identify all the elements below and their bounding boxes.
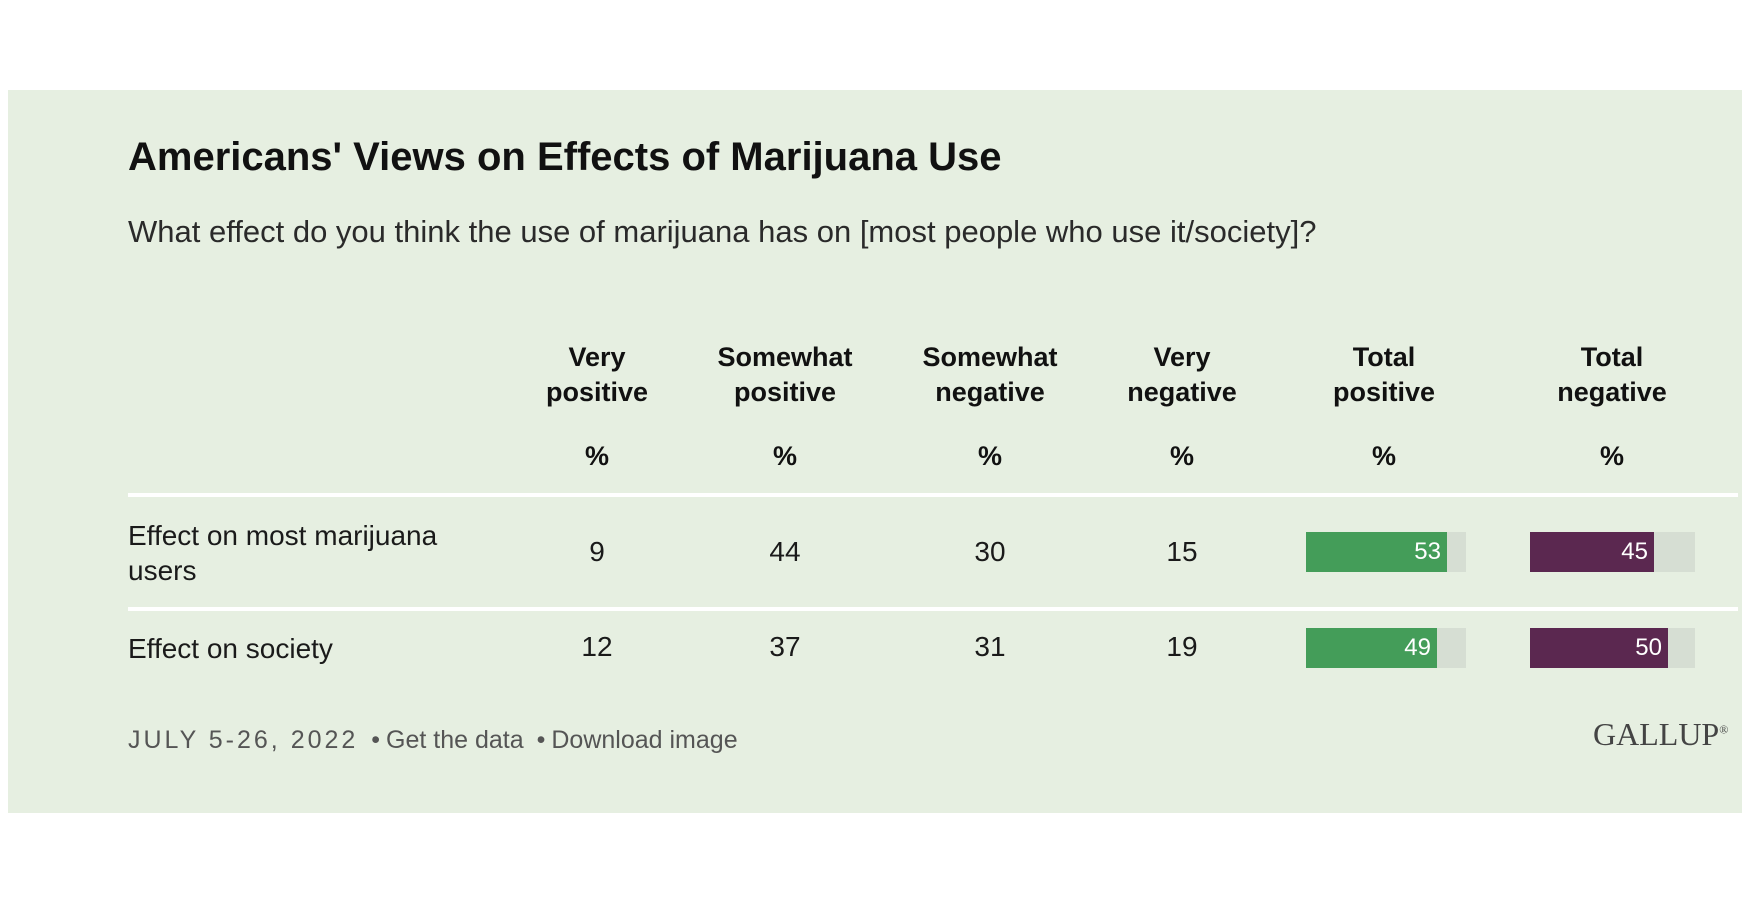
row-label-society: Effect on society [128, 631, 488, 666]
bar-track-total-negative: 45 [1530, 532, 1695, 572]
row-divider [128, 607, 1738, 611]
column-header-line: Somewhat [717, 342, 853, 372]
column-header-somewhat-negative: Somewhat negative [890, 340, 1090, 410]
column-unit: % [1371, 441, 1396, 471]
row-label-line: Effect on most marijuana [128, 520, 438, 551]
row-label-marijuana-users: Effect on most marijuana users [128, 518, 488, 588]
column-header-line: negative [935, 377, 1045, 407]
chart-subtitle: What effect do you think the use of mari… [128, 214, 1317, 249]
column-header-line: Very [1153, 342, 1211, 372]
column-header-line: Total [1352, 342, 1416, 372]
column-unit: % [1169, 441, 1194, 471]
bar-total-negative [1530, 532, 1654, 572]
column-unit: % [584, 441, 609, 471]
survey-date: JULY 5-26, 2022 [128, 726, 359, 754]
column-header-very-negative: Very negative [1082, 340, 1282, 410]
chart-footer: JULY 5-26, 2022 • Get the data • Download … [128, 726, 738, 755]
bar-track-total-positive: 49 [1306, 628, 1466, 668]
bar-total-positive [1306, 532, 1447, 572]
separator-dot: • [371, 726, 381, 754]
bar-total-positive [1306, 628, 1437, 668]
column-header-line: negative [1557, 377, 1667, 407]
table-cell-somewhat-negative: 31 [974, 631, 1006, 662]
separator-dot: • [536, 726, 546, 754]
column-header-line: positive [733, 377, 837, 407]
download-image-link[interactable]: Download image [551, 726, 738, 754]
column-header-line: positive [1332, 377, 1436, 407]
row-label-line: Effect on society [128, 633, 333, 664]
header-divider [128, 493, 1738, 497]
table-cell-somewhat-negative: 30 [974, 536, 1006, 567]
column-header-line: Somewhat [922, 342, 1058, 372]
column-header-total-negative: Total negative [1512, 340, 1712, 410]
table-cell-very-positive: 9 [589, 536, 605, 567]
trademark-mark: ® [1719, 722, 1729, 737]
bar-total-negative [1530, 628, 1668, 668]
bar-label-total-positive: 49 [1404, 634, 1431, 661]
get-data-link[interactable]: Get the data [386, 726, 524, 754]
column-unit: % [772, 441, 797, 471]
column-header-somewhat-positive: Somewhat positive [685, 340, 885, 410]
table-cell-very-negative: 19 [1166, 631, 1198, 662]
chart-title: Americans' Views on Effects of Marijuana… [128, 135, 1002, 179]
column-header-line: positive [545, 377, 649, 407]
table-cell-somewhat-positive: 37 [769, 631, 801, 662]
table-cell-somewhat-positive: 44 [769, 536, 801, 567]
column-header-very-positive: Very positive [497, 340, 697, 410]
row-label-line: users [128, 555, 197, 586]
chart-card: Americans' Views on Effects of Marijuana… [8, 90, 1742, 813]
bar-label-total-positive: 53 [1414, 538, 1441, 565]
column-header-line: Very [568, 342, 626, 372]
column-header-line: Total [1580, 342, 1644, 372]
gallup-logo-text: GALLUP [1593, 716, 1720, 752]
gallup-logo: GALLUP® [1593, 716, 1728, 753]
column-unit: % [1599, 441, 1624, 471]
table-cell-very-positive: 12 [581, 631, 613, 662]
bar-track-total-positive: 53 [1306, 532, 1466, 572]
bar-track-total-negative: 50 [1530, 628, 1695, 668]
bar-label-total-negative: 50 [1635, 634, 1662, 661]
column-unit: % [977, 441, 1002, 471]
table-cell-very-negative: 15 [1166, 536, 1198, 567]
bar-label-total-negative: 45 [1621, 538, 1648, 565]
column-header-total-positive: Total positive [1284, 340, 1484, 410]
column-header-line: negative [1127, 377, 1237, 407]
